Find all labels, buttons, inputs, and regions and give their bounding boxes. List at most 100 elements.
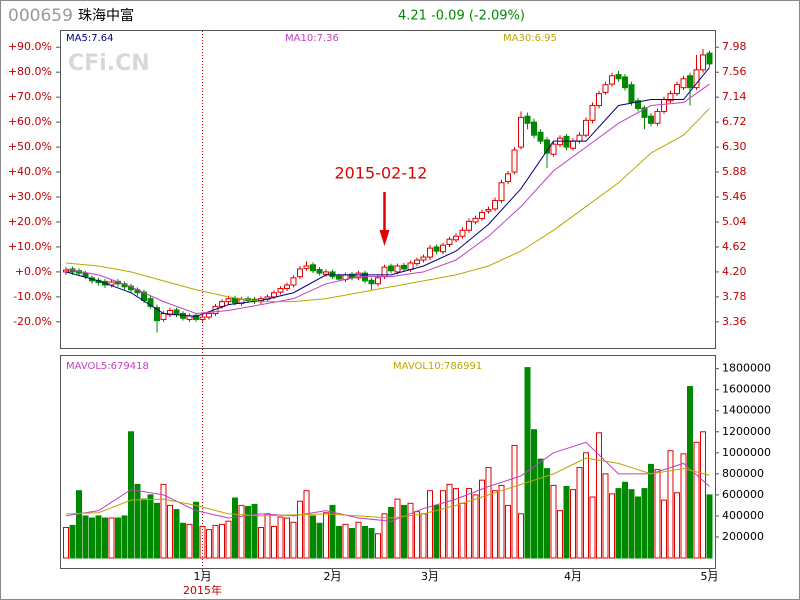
candle-body xyxy=(271,292,277,298)
ma-line xyxy=(65,67,710,318)
vol-legend: MAVOL5:679418 xyxy=(66,361,149,372)
volume-bar xyxy=(531,429,537,559)
candle-body xyxy=(687,75,693,89)
candle-body xyxy=(394,265,401,273)
volume-bar xyxy=(557,510,563,559)
volume-bar xyxy=(193,501,199,559)
volume-bar xyxy=(459,502,466,559)
volume-bar xyxy=(115,517,121,559)
candle-body xyxy=(310,264,316,272)
volume-bar xyxy=(63,526,69,559)
stock-name: 珠海中富 xyxy=(78,7,134,24)
candle-body xyxy=(368,279,375,285)
candle-body xyxy=(648,115,654,124)
volume-bar xyxy=(498,484,505,559)
volume-bar xyxy=(238,504,245,559)
ma-line xyxy=(65,108,710,303)
volume-bar xyxy=(186,523,193,559)
volume-bar xyxy=(375,533,381,559)
volume-bar xyxy=(440,490,446,559)
stock-code: 000659 xyxy=(8,6,73,26)
candle-body xyxy=(141,291,147,301)
volume-bar xyxy=(414,511,420,559)
y-tick-label: 200000 xyxy=(722,530,764,543)
candle-body xyxy=(674,84,680,95)
y2-tick-label: +90.0% xyxy=(8,40,52,53)
candle-body xyxy=(615,74,622,80)
y2-tick-label: +60.0% xyxy=(8,115,52,128)
volume-bar xyxy=(518,513,524,559)
volume-bar xyxy=(323,512,329,559)
volume-bar xyxy=(167,504,173,559)
volume-bar xyxy=(563,485,570,559)
volume-bar xyxy=(433,504,440,559)
candle-body xyxy=(147,298,154,307)
volume-bar xyxy=(368,528,375,559)
x-tick-label: 5月 xyxy=(701,570,719,583)
y-tick-label: 6.72 xyxy=(722,115,747,128)
candle-body xyxy=(498,182,505,202)
candle-body xyxy=(563,135,570,148)
volume-bar xyxy=(615,488,622,559)
year-label: 2015年 xyxy=(183,583,222,597)
volume-bar xyxy=(622,481,628,559)
candle-body xyxy=(570,140,576,149)
candle-body xyxy=(206,313,212,318)
volume-bar xyxy=(641,488,648,559)
candle-body xyxy=(706,52,713,65)
candle-body xyxy=(219,301,225,307)
candle-body xyxy=(336,275,342,280)
y-tick-label: 6.30 xyxy=(722,140,747,153)
y-tick-label: 4.62 xyxy=(722,240,747,253)
candle-body xyxy=(537,131,544,142)
volume-bar xyxy=(212,524,219,559)
volume-bar xyxy=(472,494,479,559)
volume-bar xyxy=(407,502,414,559)
volume-bar xyxy=(492,490,498,559)
volume-bar xyxy=(362,525,368,559)
candle-body xyxy=(472,217,479,223)
y-tick-label: 7.14 xyxy=(722,90,747,103)
volume-bar xyxy=(95,515,102,559)
candle-body xyxy=(401,264,407,270)
candle-body xyxy=(583,119,589,136)
candle-body xyxy=(505,173,511,183)
candle-body xyxy=(511,149,518,173)
candle-body xyxy=(316,269,323,274)
y2-tick-label: +0.0% xyxy=(15,265,52,278)
volume-bar xyxy=(102,517,108,559)
volume-bar xyxy=(355,521,362,559)
y-tick-label: 7.98 xyxy=(722,40,747,53)
volume-bar xyxy=(381,513,388,559)
candle-body xyxy=(693,69,700,89)
volume-bar xyxy=(180,522,186,559)
volume-bar xyxy=(505,504,511,559)
y-tick-label: 1400000 xyxy=(722,404,771,417)
volume-bar xyxy=(596,432,602,559)
candle-body xyxy=(531,121,537,136)
price-panel xyxy=(60,30,716,349)
y-tick-label: 7.56 xyxy=(722,65,747,78)
y-tick-label: 4.20 xyxy=(722,265,747,278)
candle-body xyxy=(427,247,433,258)
y-tick-label: 800000 xyxy=(722,467,764,480)
candle-body xyxy=(323,271,329,275)
candle-body xyxy=(589,104,596,121)
volume-bar xyxy=(284,517,290,559)
volume-bar xyxy=(628,489,635,559)
volume-bar xyxy=(635,496,641,559)
candle-body xyxy=(193,314,199,320)
volume-bar xyxy=(173,509,180,559)
volume-bar xyxy=(316,522,323,559)
vol-legend: MAVOL10:786991 xyxy=(393,361,482,372)
candle-body xyxy=(602,84,609,93)
candle-body xyxy=(232,297,238,304)
y-tick-label: 400000 xyxy=(722,509,764,522)
candle-body xyxy=(108,281,115,286)
volume-bar xyxy=(258,526,264,559)
candle-body xyxy=(433,246,440,252)
y-tick-label: 1000000 xyxy=(722,446,771,459)
volume-bar xyxy=(466,488,472,559)
candle-body xyxy=(680,78,687,89)
volume-bar xyxy=(154,502,160,559)
